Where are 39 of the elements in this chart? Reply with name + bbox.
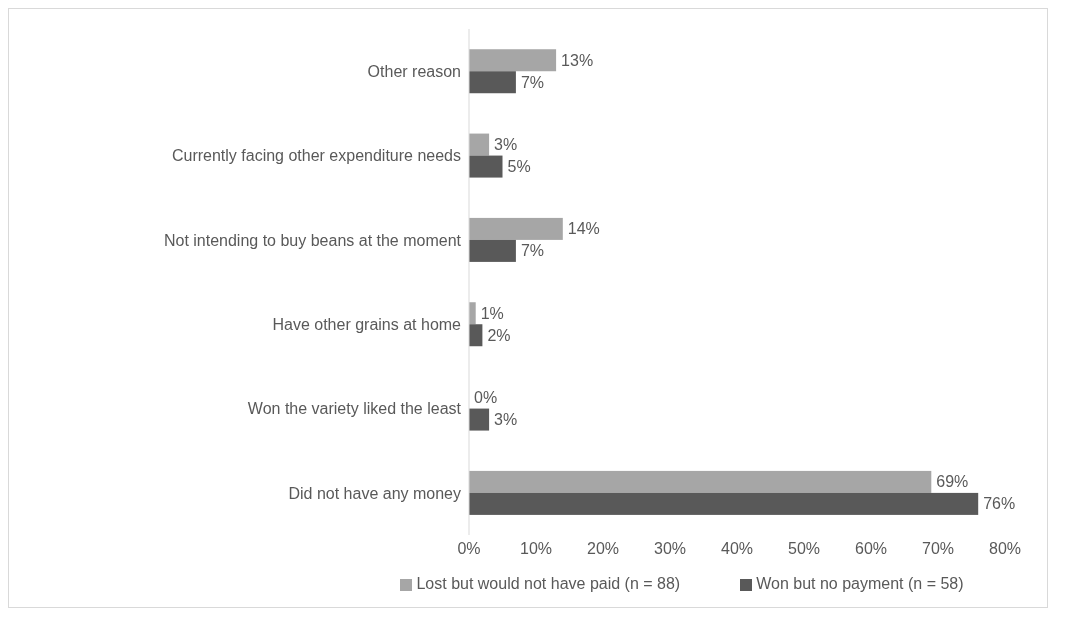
data-label: 5%	[507, 158, 531, 176]
y-tick-label: Did not have any money	[288, 484, 461, 502]
x-tick-label: 60%	[854, 540, 888, 558]
bar	[469, 217, 563, 240]
x-tick-label: 50%	[787, 540, 821, 558]
x-tick-label: 0%	[457, 540, 481, 558]
x-tick-label: 40%	[720, 540, 754, 558]
data-label: 1%	[480, 304, 504, 322]
bar	[469, 470, 932, 493]
y-tick-label: Have other grains at home	[272, 315, 462, 333]
bar	[469, 302, 476, 325]
bar	[469, 133, 490, 156]
bar	[469, 408, 490, 431]
bar	[469, 155, 503, 178]
y-tick-label: Won the variety liked the least	[247, 400, 462, 418]
bar	[469, 71, 516, 94]
data-label: 7%	[520, 73, 545, 91]
legend-label: Lost but would not have paid (n = 88)	[416, 575, 681, 592]
bar	[469, 49, 557, 72]
x-tick-label: 70%	[921, 540, 955, 558]
legend-label: Won but no payment (n = 58)	[756, 575, 964, 592]
data-label: 7%	[520, 242, 545, 260]
x-tick-label: 10%	[519, 540, 553, 558]
y-tick-label: Currently facing other expenditure needs	[171, 147, 461, 165]
data-label: 3%	[494, 411, 518, 429]
data-label: 13%	[561, 51, 594, 69]
bar	[469, 239, 516, 262]
x-tick-label: 80%	[988, 540, 1022, 558]
y-tick-label: Not intending to buy beans at the moment	[163, 231, 462, 249]
data-label: 0%	[474, 389, 498, 407]
data-label: 3%	[494, 136, 518, 154]
data-label: 2%	[487, 326, 511, 344]
x-tick-label: 30%	[653, 540, 687, 558]
data-label: 69%	[936, 473, 969, 491]
data-label: 76%	[983, 495, 1016, 513]
y-tick-label: Other reason	[367, 62, 461, 80]
x-tick-label: 20%	[586, 540, 620, 558]
data-label: 14%	[567, 220, 600, 238]
bar	[469, 492, 979, 515]
